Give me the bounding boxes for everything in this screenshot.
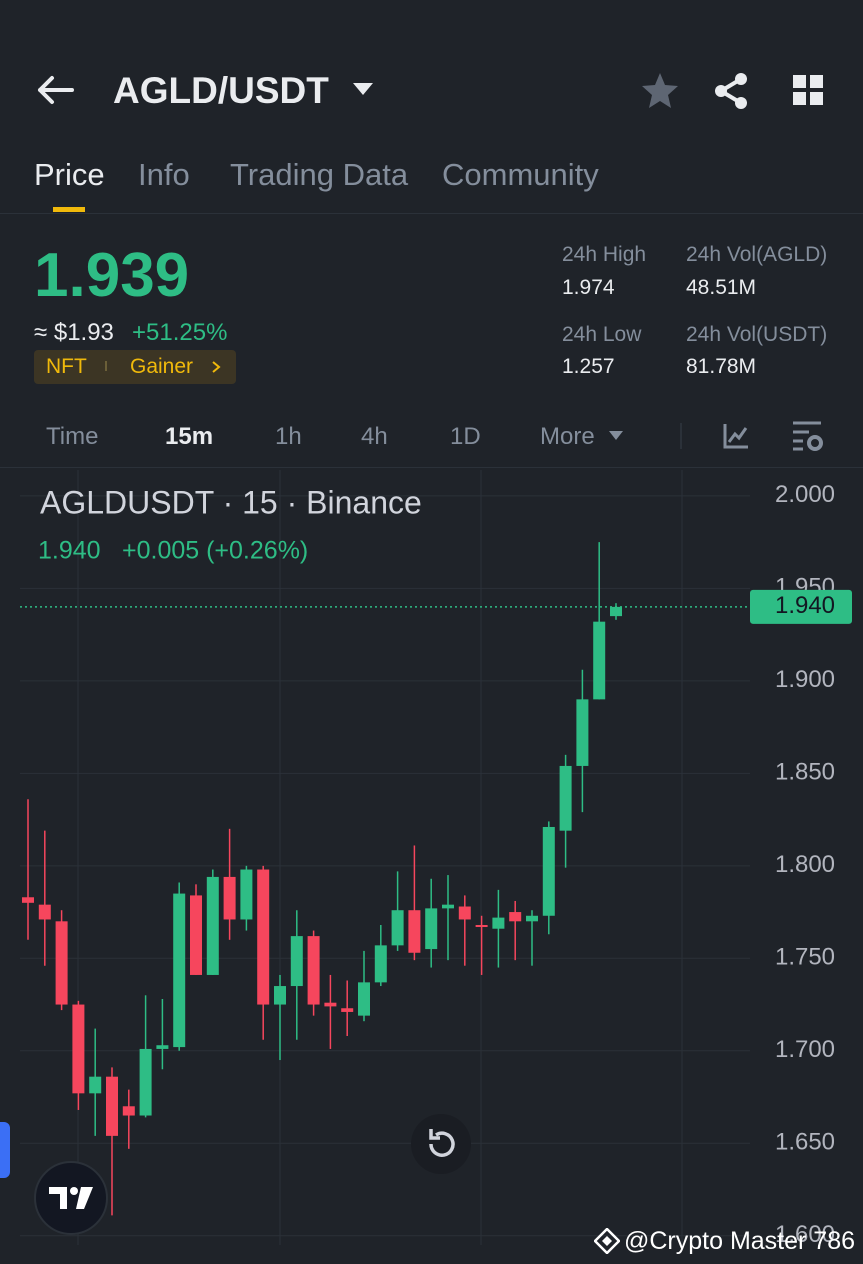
candle-body (542, 826, 555, 916)
tag-separator (105, 361, 107, 371)
candle-body (374, 945, 387, 983)
candle-body (156, 1045, 169, 1049)
pair-dropdown[interactable] (352, 82, 374, 96)
candle-body (475, 925, 488, 928)
stat-label: 24h Low (562, 323, 642, 346)
divider (0, 213, 863, 214)
side-tab[interactable] (0, 1122, 10, 1178)
candle-body (442, 904, 454, 909)
interval[interactable]: Time (46, 423, 99, 450)
candle-body (106, 1076, 118, 1136)
candle-body (38, 904, 51, 920)
reset-button[interactable] (410, 1113, 472, 1175)
candle-body (324, 1002, 337, 1007)
candle-body (206, 876, 219, 975)
legend-price: 1.940 (38, 537, 101, 565)
candle-body (526, 915, 538, 922)
tag[interactable]: Gainer (130, 355, 194, 378)
pair-title[interactable]: AGLD/USDT (113, 70, 329, 111)
candle-body (173, 893, 186, 1048)
tradingview-logo[interactable] (33, 1160, 109, 1236)
stat-label: 24h Vol(AGLD) (686, 243, 828, 266)
candle-body (559, 765, 572, 831)
candle-body (341, 1008, 354, 1012)
tab[interactable]: Info (138, 157, 190, 192)
y-tick-label: 1.600 (775, 1221, 835, 1248)
y-tick-label: 1.650 (775, 1129, 835, 1156)
candle-body (425, 908, 438, 950)
chart-title: AGLDUSDT · 15 · Binance (40, 484, 422, 520)
stat-value: 81.78M (686, 355, 757, 378)
candle-body (22, 897, 34, 903)
tag-bar[interactable] (34, 350, 236, 384)
tag[interactable]: NFT (46, 355, 87, 378)
interval[interactable]: 15m (165, 423, 214, 450)
candle-body (492, 917, 505, 929)
candle-body (391, 910, 404, 946)
candle-body (458, 906, 471, 920)
more-dropdown (609, 431, 623, 440)
settings-icon[interactable] (791, 420, 825, 452)
candle-body (55, 921, 68, 1005)
stat-label: 24h Vol(USDT) (686, 323, 828, 346)
stat-value: 1.257 (562, 355, 615, 378)
tab[interactable]: Trading Data (230, 157, 409, 192)
tab-indicator (53, 207, 85, 212)
stat-value: 1.974 (562, 276, 615, 299)
candle-body (509, 912, 522, 922)
grid-icon[interactable] (792, 74, 824, 106)
candle-body (72, 1004, 85, 1094)
tag-chevron (212, 361, 221, 373)
candle-body (274, 986, 286, 1005)
divider (680, 423, 682, 449)
candle-body (610, 606, 622, 617)
interval[interactable]: 4h (361, 423, 388, 450)
interval[interactable]: More (540, 423, 595, 450)
favorite-icon[interactable] (640, 70, 680, 110)
candle-body (576, 699, 589, 766)
candle-body (257, 869, 270, 1005)
y-tick-label: 1.800 (775, 851, 835, 878)
candle-body (593, 621, 606, 700)
stat-label: 24h High (562, 243, 647, 266)
y-tick-label: 1.900 (775, 666, 835, 693)
interval[interactable]: 1h (275, 423, 302, 450)
candle-body (307, 936, 320, 1005)
candle-body (408, 910, 421, 953)
candle-body (358, 982, 370, 1016)
candle-body (122, 1106, 135, 1116)
stat-value: 48.51M (686, 276, 757, 299)
y-tick-label: 2.000 (775, 481, 835, 508)
legend-change: +0.005 (+0.26%) (122, 537, 308, 565)
last-price: 1.939 (34, 241, 190, 310)
change-percent: +51.25% (132, 319, 228, 346)
tab[interactable]: Price (34, 157, 105, 192)
candle-body (139, 1048, 152, 1116)
candle-body (290, 936, 303, 987)
candle-body (89, 1076, 102, 1094)
watermark-icon (594, 1228, 620, 1254)
candle-body (190, 895, 202, 975)
indicator-icon[interactable] (722, 422, 750, 450)
candle-body (223, 876, 236, 920)
divider (0, 467, 863, 468)
y-tick-label: 1.750 (775, 944, 835, 971)
y-tick-label: 1.700 (775, 1036, 835, 1063)
usd-price: ≈ $1.93 (34, 319, 114, 346)
interval[interactable]: 1D (450, 423, 481, 450)
candle-body (240, 869, 253, 920)
last-price-label: 1.940 (775, 592, 835, 619)
last-price-box (750, 589, 852, 624)
share-icon[interactable] (712, 72, 750, 110)
back-button[interactable] (36, 74, 76, 106)
y-tick-label: 1.850 (775, 759, 835, 786)
tab[interactable]: Community (442, 157, 599, 192)
watermark: @Crypto Master 786 (624, 1227, 856, 1255)
